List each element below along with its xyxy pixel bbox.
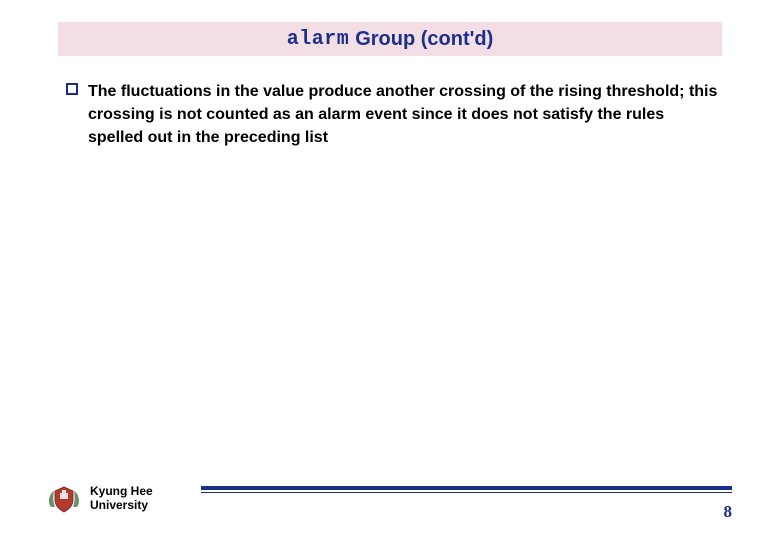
university-name: Kyung Hee University bbox=[90, 484, 153, 513]
footer-rule: 8 bbox=[201, 486, 732, 493]
slide-footer: Kyung Hee University 8 bbox=[46, 482, 740, 522]
footer-rule-thin bbox=[201, 492, 732, 493]
university-line1: Kyung Hee bbox=[90, 484, 153, 498]
slide-title-bar: alarm Group (cont'd) bbox=[58, 22, 722, 56]
bullet-text: The fluctuations in the value produce an… bbox=[88, 80, 722, 150]
title-mono-part: alarm bbox=[287, 28, 350, 51]
slide-body: The fluctuations in the value produce an… bbox=[66, 80, 722, 150]
bullet-item: The fluctuations in the value produce an… bbox=[66, 80, 722, 150]
footer-rule-thick bbox=[201, 486, 732, 490]
square-bullet-icon bbox=[66, 83, 78, 95]
page-number: 8 bbox=[724, 502, 733, 522]
university-logo-icon bbox=[46, 484, 82, 514]
title-rest-part: Group (cont'd) bbox=[355, 28, 493, 51]
university-line2: University bbox=[90, 498, 153, 512]
